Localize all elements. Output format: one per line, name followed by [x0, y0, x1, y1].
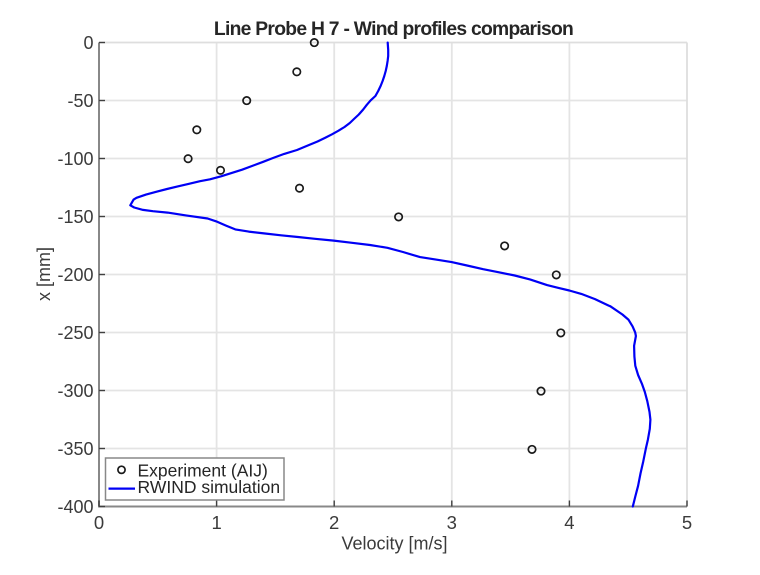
svg-text:0: 0: [83, 33, 93, 53]
svg-text:2: 2: [329, 512, 339, 533]
svg-text:0: 0: [94, 512, 104, 533]
svg-text:-150: -150: [57, 207, 93, 227]
svg-text:4: 4: [564, 512, 574, 533]
svg-text:Experiment (AIJ): Experiment (AIJ): [138, 461, 268, 481]
svg-text:-350: -350: [57, 439, 93, 459]
svg-text:-250: -250: [57, 323, 93, 343]
svg-text:RWIND simulation: RWIND simulation: [138, 477, 281, 497]
svg-text:5: 5: [682, 512, 692, 533]
svg-text:3: 3: [447, 512, 457, 533]
svg-text:-400: -400: [57, 497, 93, 517]
svg-text:-200: -200: [57, 265, 93, 285]
svg-text:-50: -50: [67, 91, 93, 111]
svg-text:Velocity [m/s]: Velocity [m/s]: [341, 534, 447, 554]
svg-text:-300: -300: [57, 381, 93, 401]
svg-text:1: 1: [211, 512, 221, 533]
svg-text:-100: -100: [57, 149, 93, 169]
svg-text:Line Probe H 7 - Wind profiles: Line Probe H 7 - Wind profiles compariso…: [214, 19, 573, 40]
svg-text:x [mm]: x [mm]: [34, 247, 54, 301]
